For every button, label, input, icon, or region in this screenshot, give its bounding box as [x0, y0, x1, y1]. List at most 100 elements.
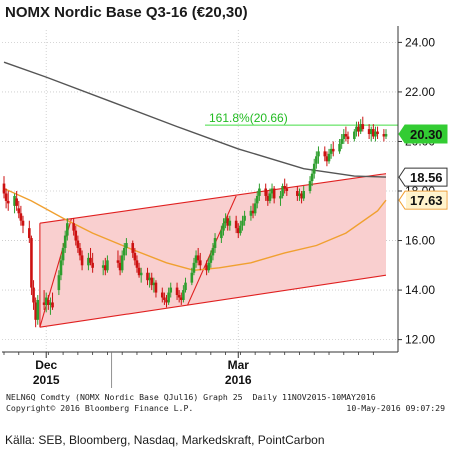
- candle-body: [66, 223, 69, 236]
- candle-body: [150, 277, 154, 286]
- candle: [51, 292, 54, 310]
- candle: [340, 134, 343, 149]
- value-label-ma_short_last: 17.63: [398, 190, 448, 210]
- candle-body: [264, 188, 268, 196]
- candle: [192, 257, 196, 276]
- value-label-ma_long_last-box: [398, 167, 448, 187]
- candle: [283, 178, 286, 194]
- price-chart: 161.8%(20.66) 12.0014.0016.0018.0020.002…: [2, 26, 448, 388]
- candle-body: [118, 262, 122, 271]
- candle: [66, 218, 69, 241]
- candle-body: [104, 265, 107, 271]
- candle-body: [87, 257, 90, 266]
- candle: [78, 243, 82, 261]
- candle-body: [28, 228, 31, 239]
- candle: [42, 290, 46, 310]
- source-note: Källa: SEB, Bloomberg, Nasdaq, Markedskr…: [5, 433, 325, 447]
- candle: [300, 191, 303, 204]
- candle-body: [355, 126, 358, 132]
- candle-body: [268, 193, 272, 201]
- candle: [253, 198, 257, 216]
- value-label-ma_long_last-text: 18.56: [410, 170, 443, 185]
- y-tick-label: 24.00: [405, 35, 435, 49]
- candle: [296, 186, 299, 201]
- candle: [338, 138, 341, 154]
- candle: [372, 124, 375, 139]
- candle-body: [80, 255, 84, 266]
- candle: [154, 280, 158, 298]
- candle: [17, 200, 21, 219]
- candle-body: [220, 230, 223, 239]
- candle: [13, 193, 16, 214]
- x-tick-label: Mar: [228, 358, 250, 372]
- candle-body: [89, 257, 92, 263]
- candle-body: [283, 186, 286, 189]
- candle-body: [346, 136, 350, 139]
- candle-body: [376, 131, 379, 135]
- candle: [308, 176, 312, 194]
- candle: [369, 126, 373, 142]
- candle-body: [137, 267, 141, 276]
- candle-body: [49, 302, 52, 305]
- x-tick-year-label: 2016: [225, 373, 252, 387]
- candle: [234, 215, 238, 234]
- candle-body: [175, 287, 179, 296]
- candle-body: [72, 223, 75, 231]
- axes: 12.0014.0016.0018.0020.0022.0024.00Dec20…: [2, 26, 435, 388]
- candle: [148, 272, 151, 288]
- candle: [331, 141, 335, 157]
- y-tick-label: 16.00: [405, 234, 435, 248]
- candle: [209, 250, 213, 268]
- candle: [63, 230, 67, 253]
- candle-body: [61, 247, 65, 261]
- candle-body: [122, 247, 126, 256]
- candle: [179, 292, 183, 305]
- candle: [146, 267, 149, 286]
- candle-body: [308, 181, 312, 191]
- footer-line-1: NELN6Q Comdty (NOMX Nordic Base QJul16) …: [6, 392, 376, 402]
- candle-body: [190, 272, 194, 283]
- fibonacci-level: 161.8%(20.66): [205, 111, 398, 126]
- candle: [32, 280, 35, 310]
- x-tick-year-label: 2015: [33, 373, 60, 387]
- candle: [384, 129, 388, 139]
- candle-body: [184, 282, 187, 291]
- candle-body: [359, 124, 362, 132]
- footer-timestamp: 10-May-2016 09:07:29: [346, 403, 445, 413]
- candle-body: [310, 173, 314, 182]
- candle-body: [270, 188, 274, 194]
- candle-body: [384, 134, 388, 137]
- candle-body: [367, 129, 371, 135]
- candle-body: [325, 156, 329, 162]
- candle: [342, 129, 346, 144]
- channel-lower-line: [39, 274, 387, 328]
- candle: [175, 282, 179, 300]
- candle: [298, 188, 301, 201]
- candle: [19, 205, 23, 226]
- candle-body: [196, 255, 200, 261]
- candle-body: [281, 186, 284, 196]
- candle-body: [353, 131, 356, 139]
- candle: [190, 267, 194, 286]
- candle-body: [160, 292, 164, 298]
- candle: [353, 129, 356, 142]
- candle: [150, 272, 154, 291]
- candle: [120, 250, 124, 273]
- candle: [165, 295, 168, 308]
- candle: [28, 220, 31, 244]
- candle: [315, 151, 318, 169]
- candle-body: [361, 124, 365, 130]
- candle: [135, 255, 139, 273]
- candle: [220, 225, 223, 244]
- candle: [101, 260, 105, 276]
- candle: [59, 255, 63, 281]
- candle-body: [51, 302, 54, 308]
- candle: [198, 252, 202, 271]
- candle-body: [15, 198, 18, 206]
- candle-body: [4, 193, 8, 201]
- candle: [34, 297, 37, 328]
- candle-body: [331, 148, 335, 152]
- value-labels: 20.30 18.56 17.63: [398, 124, 448, 210]
- candle: [382, 129, 386, 142]
- candle-body: [106, 260, 109, 271]
